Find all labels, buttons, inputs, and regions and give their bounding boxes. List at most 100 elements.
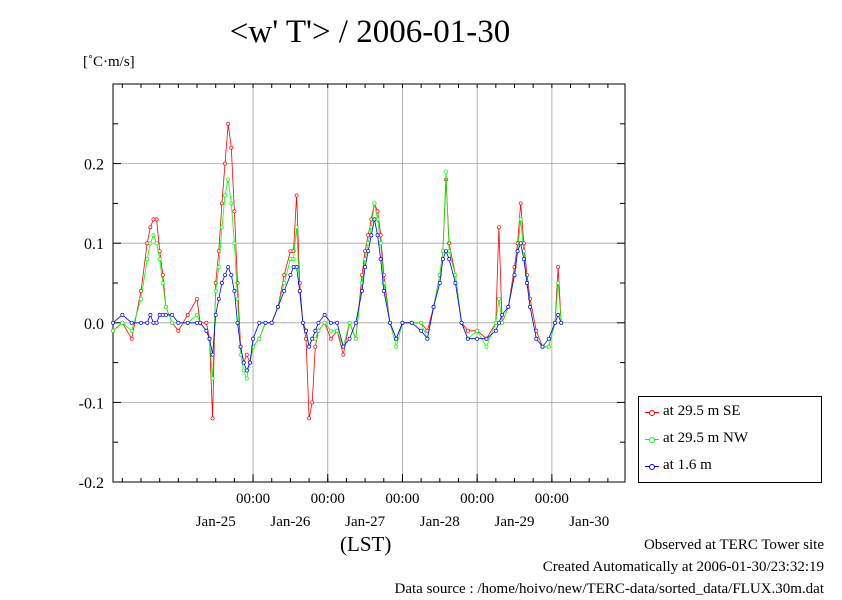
legend: at 29.5 m SE at 29.5 m NW at 1.6 m	[638, 396, 822, 483]
data-point-1	[163, 304, 168, 309]
series-line-2	[112, 219, 562, 372]
data-point-0	[496, 225, 501, 230]
data-point-1	[235, 296, 240, 301]
data-point-2	[198, 320, 203, 325]
data-point-1	[322, 320, 327, 325]
data-point-2	[269, 320, 274, 325]
data-point-0	[232, 209, 237, 214]
data-point-2	[304, 328, 308, 333]
data-point-2	[316, 320, 321, 325]
data-point-2	[226, 265, 231, 270]
data-point-2	[534, 336, 539, 341]
data-point-2	[369, 233, 374, 238]
data-point-0	[185, 312, 190, 317]
credits-block: Observed at TERC Tower site Created Auto…	[395, 534, 825, 600]
data-point-1	[328, 328, 333, 333]
data-point-0	[282, 273, 287, 277]
data-point-2	[394, 336, 399, 341]
series-layer	[111, 121, 564, 421]
data-point-1	[129, 328, 134, 333]
data-point-2	[282, 289, 287, 293]
legend-symbol-se	[645, 410, 659, 416]
data-point-2	[360, 289, 364, 293]
data-point-2	[419, 328, 424, 333]
data-point-2	[111, 320, 115, 325]
data-point-2	[540, 344, 545, 349]
data-point-2	[493, 328, 498, 333]
series-line-1	[112, 171, 562, 380]
data-point-2	[257, 320, 262, 325]
data-point-2	[381, 289, 386, 293]
data-point-1	[216, 265, 221, 270]
data-point-2	[238, 344, 243, 349]
data-point-2	[310, 336, 315, 341]
data-point-2	[210, 352, 215, 357]
data-point-2	[506, 304, 511, 309]
data-point-2	[375, 233, 380, 238]
data-point-2	[139, 320, 143, 325]
data-point-2	[528, 304, 533, 309]
data-point-2	[546, 336, 551, 341]
data-point-2	[378, 257, 383, 262]
data-point-0	[307, 416, 312, 421]
data-point-2	[313, 328, 318, 333]
data-point-2	[496, 320, 501, 325]
data-point-2	[347, 336, 352, 341]
data-point-2	[341, 344, 346, 349]
data-point-1	[444, 169, 448, 174]
data-point-2	[291, 265, 296, 270]
data-point-2	[484, 336, 489, 341]
series-line-0	[112, 123, 562, 419]
data-point-2	[263, 320, 268, 325]
data-point-2	[176, 320, 181, 325]
data-point-2	[437, 281, 442, 285]
y-tick-label: -0.2	[79, 475, 104, 492]
data-point-2	[440, 257, 445, 262]
data-point-1	[313, 336, 318, 341]
data-point-2	[219, 281, 224, 285]
data-point-0	[148, 225, 153, 230]
data-point-1	[440, 249, 445, 254]
data-point-2	[170, 312, 175, 317]
data-point-2	[185, 320, 190, 325]
data-point-1	[257, 336, 262, 341]
y-tick-label: 0.1	[84, 236, 104, 253]
data-point-2	[151, 320, 156, 325]
data-point-0	[294, 193, 299, 198]
data-point-2	[195, 320, 199, 325]
data-point-1	[347, 320, 352, 325]
data-point-2	[251, 336, 256, 341]
data-point-0	[129, 336, 134, 341]
data-point-1	[160, 281, 165, 285]
data-point-1	[496, 296, 501, 301]
data-point-1	[282, 281, 287, 285]
y-tick-label: 0.2	[84, 157, 104, 174]
data-point-1	[518, 217, 523, 222]
data-point-0	[518, 201, 523, 206]
data-point-0	[556, 265, 561, 270]
data-point-2	[322, 312, 327, 317]
data-point-2	[129, 320, 134, 325]
data-point-2	[328, 320, 333, 325]
data-point-0	[195, 296, 199, 301]
data-point-2	[363, 265, 368, 270]
data-point-1	[394, 344, 399, 349]
data-point-2	[213, 312, 218, 317]
data-point-1	[157, 257, 162, 262]
data-point-2	[157, 312, 162, 317]
data-point-1	[120, 320, 125, 325]
data-point-0	[176, 328, 181, 333]
data-point-2	[154, 320, 159, 325]
data-point-2	[515, 249, 520, 254]
data-point-2	[335, 320, 340, 325]
data-point-1	[419, 320, 424, 325]
data-point-1	[232, 241, 237, 246]
data-point-0	[210, 416, 215, 421]
data-point-1	[546, 344, 551, 349]
data-point-2	[521, 257, 526, 262]
data-point-0	[341, 352, 346, 357]
data-point-1	[145, 257, 150, 262]
data-point-2	[241, 360, 246, 365]
credit-source: Data source : /home/hoivo/new/TERC-data/…	[394, 581, 825, 597]
data-point-2	[553, 320, 557, 325]
